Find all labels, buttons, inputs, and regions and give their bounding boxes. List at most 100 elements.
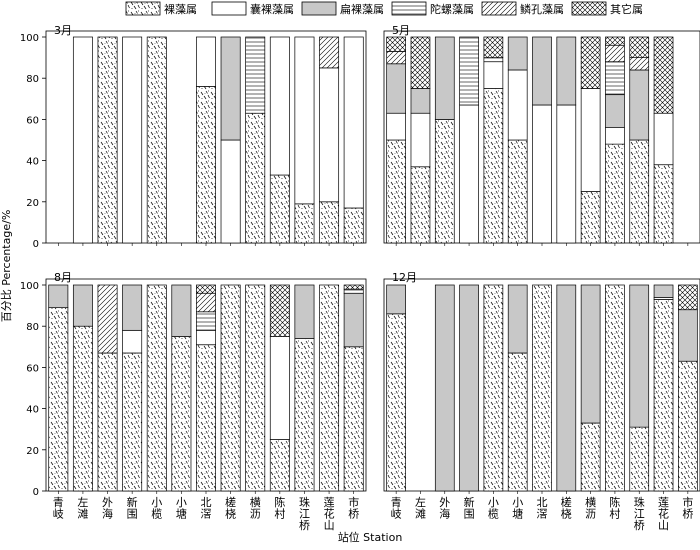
legend-swatch-cross [571,1,607,16]
bar-segment-囊裸藻属-莲花山 [319,67,340,203]
bar-segment-囊裸藻属-新围 [459,104,479,244]
bar-segment-裸藻属-北滘 [196,344,216,492]
bar-segment-鳞孔藻属-莲花山 [319,36,340,69]
bar-segment-其它属-市桥 [343,284,364,290]
bar-segment-裸藻属-小榄 [483,284,504,492]
panel-title-december: 12月 [392,271,417,284]
bar-segment-裸藻属-陈村 [269,174,290,244]
bar-segment-裸藻属-小塘 [507,352,528,492]
bar-segment-裸藻属-外海 [97,352,118,492]
y-tick-label: 80 [26,322,39,333]
bar-segment-其它属-珠江桥 [629,36,650,58]
bar-segment-囊裸藻属-陈村 [269,36,290,176]
chart-panels: 0 20 40 60 80 100 0 20 40 60 80 100 [20,30,700,498]
bar-segment-扁裸藻属-珠江桥 [629,284,650,428]
bar-segment-裸藻属-青岐 [386,139,406,244]
legend-swatch-gray [301,1,337,16]
bar-segment-扁裸藻属-青岐 [386,63,406,114]
bar-segment-裸藻属-珠江桥 [629,139,650,244]
legend-label-gray: 扁裸藻属 [340,2,384,16]
x-category-label: 横沥 [585,495,596,521]
x-category-label: 小塘 [512,496,523,521]
bar-segment-扁裸藻属-小塘 [507,284,528,354]
bar-segment-裸藻属-小榄 [483,88,504,244]
x-category-label: 小榄 [151,496,162,521]
x-category-label: 左滩 [77,496,88,521]
y-tick-label: 40 [26,157,39,168]
x-category-label: 新围 [464,495,475,521]
bar-segment-裸藻属-青岐 [386,313,406,492]
y-tick-label: 100 [20,33,39,44]
bar-segment-囊裸藻属-北滘 [532,104,552,244]
x-category-label: 小榄 [488,496,499,521]
bar-segment-囊裸藻属-北滘 [196,329,216,346]
bar-segment-裸藻属-小榄 [146,36,167,244]
x-category-label: 陈村 [274,495,285,521]
bar-segment-囊裸藻属-北滘 [196,36,216,87]
x-category-label: 青岐 [391,496,402,521]
bar-segment-扁裸藻属-青岐 [386,284,406,315]
y-tick-label: 80 [26,74,39,85]
x-category-label: 市桥 [348,495,359,521]
bar-segment-扁裸藻属-小塘 [171,284,192,337]
bar-segment-裸藻属-莲花山 [653,299,674,492]
bar-segment-囊裸藻属-左滩 [72,36,93,244]
bar-segment-囊裸藻属-珠江桥 [294,36,315,205]
bar-segment-扁裸藻属-槎桡 [556,284,577,492]
x-category-label: 莲花山 [324,496,335,532]
bar-segment-裸藻属-横沥 [580,422,601,492]
bar-segment-囊裸藻属-莲花山 [653,112,674,166]
bar-segment-其它属-北滘 [196,284,216,294]
bar-segment-其它属-莲花山 [653,36,674,114]
bar-segment-鳞孔藻属-北滘 [196,292,216,313]
bar-segment-鳞孔藻属-青岐 [386,51,406,65]
y-tick-label: 40 [26,405,39,416]
bar-segment-裸藻属-北滘 [196,86,216,244]
bar-segment-裸藻属-市桥 [343,346,364,492]
bar-segment-囊裸藻属-槎桡 [220,139,241,244]
x-category-label: 珠江桥 [299,495,310,532]
x-category-label: 外海 [102,496,113,521]
legend-label-diag: 鳞孔藻属 [520,2,564,16]
bar-segment-裸藻属-小塘 [171,336,192,492]
bar-segment-扁裸藻属-市桥 [678,309,698,362]
x-category-label: 青岐 [53,496,64,521]
bar-segment-裸藻属-珠江桥 [294,203,315,244]
bar-segment-其它属-横沥 [580,36,601,89]
bar-segment-其它属-左滩 [410,36,431,89]
x-category-label: 莲花山 [658,496,669,532]
bar-segment-扁裸藻属-珠江桥 [294,284,315,339]
bar-segment-扁裸藻属-左滩 [410,88,431,114]
legend-swatch-diag [481,1,517,16]
y-axis-title: 百分比 Percentage/% [0,210,13,323]
x-category-label: 左滩 [415,496,426,521]
bar-segment-囊裸藻属-新围 [122,329,143,354]
bar-segment-裸藻属-外海 [97,36,118,244]
y-tick-label: 60 [26,115,39,126]
bar-segment-裸藻属-青岐 [48,307,69,492]
legend-label-white: 囊裸藻属 [250,2,294,16]
bar-segment-扁裸藻属-小塘 [507,36,528,71]
panel-0: 0 20 40 60 80 100 [20,30,367,250]
bar-segment-囊裸藻属-陈村 [605,127,625,145]
bar-segment-裸藻属-陈村 [605,143,625,244]
bar-segment-扁裸藻属-北滘 [532,36,552,106]
chart-legend: 裸藻属 囊裸藻属 扁裸藻属 陀螺藻属 鳞孔藻属 其它属 [125,1,643,16]
bar-segment-囊裸藻属-新围 [122,36,143,244]
bar-segment-裸藻属-莲花山 [653,164,674,244]
bar-segment-其它属-市桥 [678,284,698,311]
x-category-label: 北滘 [201,496,212,521]
x-category-label: 横沥 [250,495,261,521]
bar-segment-扁裸藻属-陈村 [605,94,625,128]
bar-segment-裸藻属-横沥 [245,112,266,244]
y-tick-label: 60 [26,363,39,374]
bar-segment-裸藻属-莲花山 [319,284,340,492]
bar-segment-囊裸藻属-市桥 [343,36,364,209]
bar-segment-裸藻属-左滩 [410,166,431,244]
bar-segment-扁裸藻属-外海 [434,36,455,120]
y-tick-label: 0 [33,239,39,250]
y-tick-label: 100 [20,281,39,292]
bar-segment-陀螺藻属-小榄 [483,57,504,63]
x-category-label: 外海 [439,496,450,521]
